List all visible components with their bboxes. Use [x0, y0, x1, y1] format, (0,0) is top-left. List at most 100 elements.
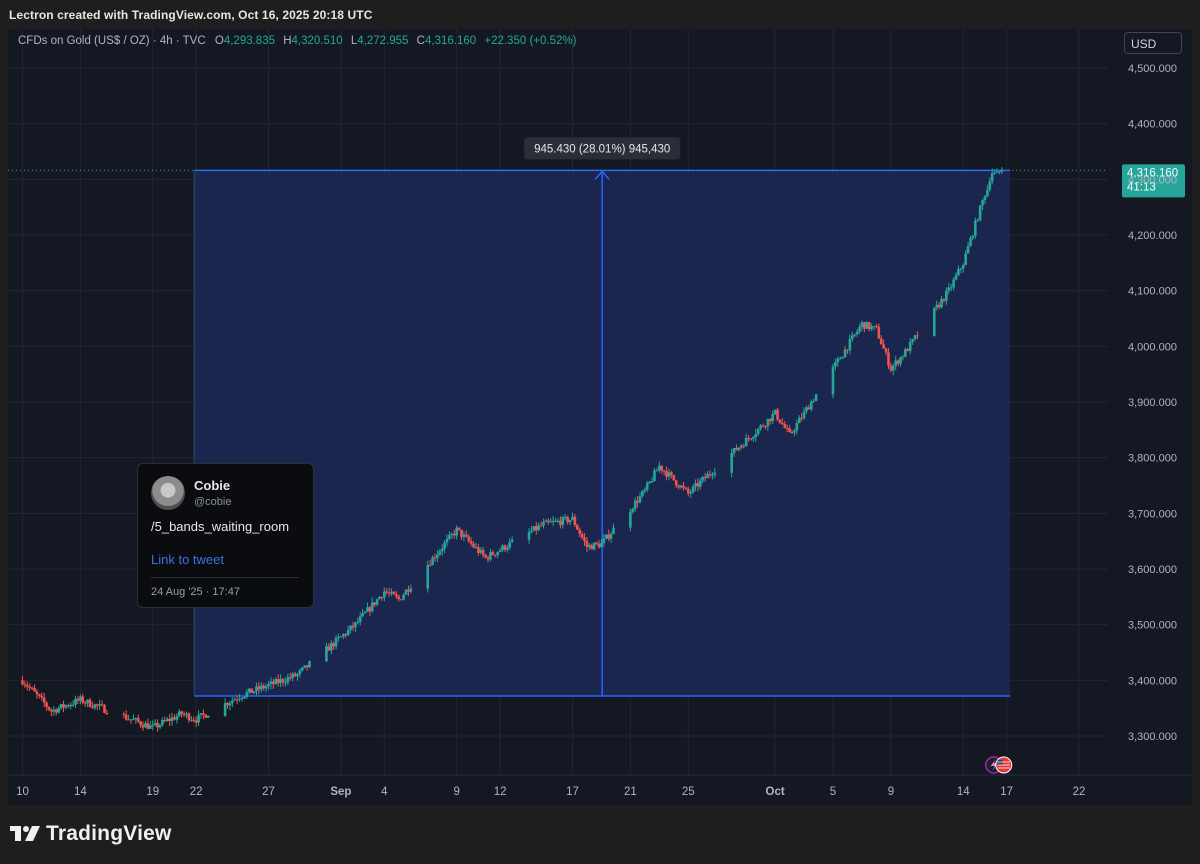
- candle-body: [409, 588, 413, 592]
- candle-body: [136, 718, 140, 722]
- candle-body: [764, 426, 767, 428]
- price-tag-box: [1122, 164, 1185, 198]
- candle-body: [344, 634, 348, 636]
- candle-body: [530, 530, 533, 532]
- candle-body: [561, 517, 565, 525]
- candle-body: [228, 703, 232, 706]
- candle-body: [390, 591, 393, 594]
- candle-body: [272, 681, 275, 685]
- candle-body: [768, 418, 772, 421]
- candle-body: [259, 685, 263, 690]
- candle-body: [351, 625, 355, 628]
- tweet-author-name: Cobie: [194, 478, 231, 493]
- candle-body: [88, 699, 92, 707]
- candle-body: [887, 352, 890, 366]
- candle-body: [790, 431, 794, 433]
- candle-body: [904, 349, 907, 357]
- candle-body: [957, 269, 960, 276]
- candle-body: [274, 679, 278, 685]
- candle-body: [896, 360, 900, 364]
- candle-body: [165, 718, 169, 721]
- candle-body: [858, 327, 861, 332]
- candle-body: [457, 527, 461, 530]
- chart-area[interactable]: 945.430 (28.01%) 945,430 4,316.160 41:13 …: [8, 29, 1192, 805]
- candle-body: [281, 679, 285, 683]
- price-axis[interactable]: 4,500.000 4,400.000 4,300.000 4,200.000 4,10…: [1128, 63, 1177, 743]
- candle-body: [356, 621, 360, 623]
- candle-body: [226, 702, 229, 706]
- open-label: O: [214, 35, 224, 47]
- time-axis[interactable]: 10 14 19 22 27 Sep 4 9 12 17 21 25 Oct 5 9 14 17 22: [8, 774, 1192, 798]
- candle-body: [385, 591, 389, 593]
- candle-body: [93, 704, 97, 708]
- candle-body: [706, 474, 709, 479]
- candle-body: [305, 665, 309, 668]
- tweet-card[interactable]: Cobie @cobie /5_bands_waiting_room Link …: [137, 463, 314, 608]
- candle-body: [677, 485, 680, 488]
- candle-body: [180, 711, 183, 715]
- candle-body: [653, 470, 656, 482]
- candle-body: [976, 220, 980, 222]
- candle-body: [440, 548, 444, 552]
- time-tick-label: 9: [453, 786, 459, 798]
- candle-body: [134, 718, 138, 720]
- candle-body: [983, 196, 987, 201]
- candle-body: [703, 476, 707, 479]
- candle-body: [641, 490, 644, 497]
- close-value: 4,316.160: [424, 35, 477, 47]
- currency-button[interactable]: USD: [1124, 32, 1182, 54]
- candle-body: [872, 325, 876, 327]
- candlesticks: [21, 167, 1004, 732]
- candle-body: [510, 539, 514, 542]
- price-tick-label: 3,500.000: [1128, 620, 1177, 632]
- candle-body: [346, 629, 350, 635]
- candle-body: [916, 335, 919, 337]
- candle-body: [952, 279, 955, 288]
- candle-body: [293, 673, 297, 677]
- candle-body: [947, 287, 951, 291]
- candle-body: [604, 534, 608, 539]
- candle-body: [57, 708, 60, 713]
- candle-body: [672, 474, 676, 481]
- candle-body: [132, 719, 135, 721]
- high-label: H: [283, 35, 292, 47]
- candle-body: [501, 545, 504, 551]
- candle-body: [67, 705, 70, 707]
- candle-body: [235, 699, 239, 701]
- top-bar: Lectron created with TradingView.com, Oc…: [0, 0, 1200, 30]
- candle-body: [129, 719, 133, 721]
- candle-body: [445, 538, 449, 543]
- event-icons[interactable]: [984, 756, 1013, 774]
- candle-body: [773, 409, 777, 415]
- candle-body: [686, 488, 690, 494]
- candle-body: [843, 349, 847, 358]
- candle-body: [964, 253, 967, 266]
- candle-body: [778, 419, 782, 423]
- candle-body: [631, 508, 635, 512]
- symbol-name[interactable]: CFDs on Gold (US$ / OZ) · 4h · TVC: [18, 35, 206, 47]
- candle-body: [342, 634, 345, 637]
- candle-body: [588, 545, 591, 548]
- candle-body: [534, 526, 538, 531]
- candle-body: [163, 720, 167, 722]
- candle-body: [901, 356, 905, 358]
- candle-body: [853, 334, 857, 336]
- measure-tool[interactable]: 945.430 (28.01%) 945,430: [193, 137, 1011, 697]
- tweet-link[interactable]: Link to tweet: [151, 552, 224, 567]
- time-tick-label: Sep: [330, 786, 351, 798]
- candle-body: [682, 485, 685, 488]
- candle-body: [199, 713, 203, 715]
- candle-body: [303, 665, 307, 668]
- candle-body: [665, 471, 668, 477]
- candle-body: [812, 400, 816, 402]
- candle-body: [45, 702, 48, 707]
- candle-body: [354, 622, 357, 628]
- candle-body: [433, 557, 437, 559]
- candle-body: [264, 686, 268, 689]
- candle-body: [141, 725, 145, 728]
- candle-body: [325, 646, 328, 662]
- candle-body: [42, 697, 46, 703]
- candle-body: [387, 592, 391, 594]
- price-chart[interactable]: 945.430 (28.01%) 945,430 4,316.16041:13 …: [8, 29, 1192, 805]
- candle-body: [740, 445, 743, 448]
